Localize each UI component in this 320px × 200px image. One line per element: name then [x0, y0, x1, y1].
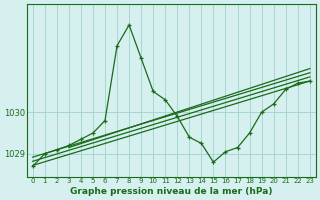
- X-axis label: Graphe pression niveau de la mer (hPa): Graphe pression niveau de la mer (hPa): [70, 187, 273, 196]
